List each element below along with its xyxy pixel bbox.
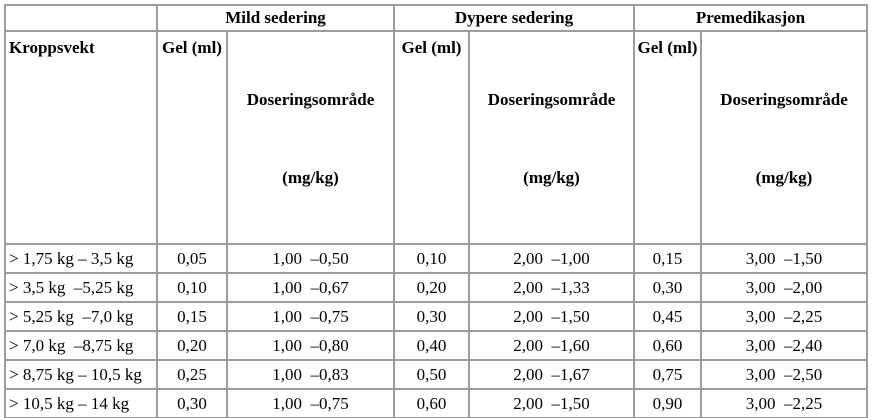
value-cell: 0,20 — [393, 272, 470, 303]
value-cell: 0,45 — [633, 301, 702, 332]
value-cell: 0,15 — [633, 243, 702, 274]
dose-header-line2: (mg/kg) — [755, 168, 813, 187]
table-row: > 1,75 kg – 3,5 kg 0,05 1,00 –0,50 0,10 2,00… — [4, 243, 868, 274]
value-cell: 0,05 — [156, 243, 228, 274]
value-cell: 3,00 –2,00 — [700, 272, 868, 303]
value-cell: 0,30 — [393, 301, 470, 332]
value-cell: 1,00 –0,67 — [226, 272, 395, 303]
table-row: > 7,0 kg –8,75 kg 0,20 1,00 –0,80 0,40 2,00 … — [4, 330, 868, 361]
value-cell: 0,90 — [633, 388, 702, 418]
weight-range-cell: > 3,5 kg –5,25 kg — [4, 272, 158, 303]
group-header-mild-sedering: Mild sedering — [156, 4, 395, 32]
value-cell: 0,15 — [156, 301, 228, 332]
value-cell: 1,00 –0,75 — [226, 388, 395, 418]
dose-header-line2: (mg/kg) — [282, 168, 339, 187]
value-cell: 3,00 –1,50 — [700, 243, 868, 274]
weight-range-cell: > 7,0 kg –8,75 kg — [4, 330, 158, 361]
col-header-gel-mild: Gel (ml) — [156, 30, 228, 245]
value-cell: 1,00 –0,80 — [226, 330, 395, 361]
value-cell: 0,25 — [156, 359, 228, 390]
value-cell: 0,30 — [156, 388, 228, 418]
value-cell: 0,20 — [156, 330, 228, 361]
col-header-gel-premed: Gel (ml) — [633, 30, 702, 245]
value-cell: 0,10 — [156, 272, 228, 303]
value-cell: 3,00 –2,50 — [700, 359, 868, 390]
value-cell: 1,00 –0,50 — [226, 243, 395, 274]
col-header-kroppsvekt: Kroppsvekt — [4, 30, 158, 245]
value-cell: 2,00 –1,33 — [468, 272, 635, 303]
value-cell: 2,00 –1,60 — [468, 330, 635, 361]
dose-header-line1: Doseringsområde — [487, 90, 616, 109]
weight-range-cell: > 8,75 kg – 10,5 kg — [4, 359, 158, 390]
value-cell: 0,50 — [393, 359, 470, 390]
weight-range-cell: > 1,75 kg – 3,5 kg — [4, 243, 158, 274]
value-cell: 3,00 –2,40 — [700, 330, 868, 361]
value-cell: 3,00 –2,25 — [700, 301, 868, 332]
dose-header-line1: Doseringsområde — [720, 90, 848, 109]
col-header-gel-dypere: Gel (ml) — [393, 30, 470, 245]
value-cell: 2,00 –1,67 — [468, 359, 635, 390]
dose-header-line2: (mg/kg) — [523, 168, 580, 187]
value-cell: 2,00 –1,00 — [468, 243, 635, 274]
corner-cell — [4, 4, 158, 32]
value-cell: 0,60 — [393, 388, 470, 418]
col-header-dose-premed: Doseringsområde (mg/kg) — [700, 30, 868, 245]
col-header-dose-mild: Doseringsområde (mg/kg) — [226, 30, 395, 245]
value-cell: 0,10 — [393, 243, 470, 274]
value-cell: 3,00 –2,25 — [700, 388, 868, 418]
weight-range-cell: > 5,25 kg –7,0 kg — [4, 301, 158, 332]
table-body: > 1,75 kg – 3,5 kg 0,05 1,00 –0,50 0,10 2,00… — [4, 243, 868, 418]
value-cell: 0,75 — [633, 359, 702, 390]
group-header-row: Mild sedering Dypere sedering Premedikas… — [4, 4, 868, 32]
value-cell: 0,40 — [393, 330, 470, 361]
dosing-table: Mild sedering Dypere sedering Premedikas… — [4, 4, 868, 418]
table-row: > 10,5 kg – 14 kg 0,30 1,00 –0,75 0,60 2,00 … — [4, 388, 868, 418]
table-row: > 3,5 kg –5,25 kg 0,10 1,00 –0,67 0,20 2,00 … — [4, 272, 868, 303]
col-header-dose-dypere: Doseringsområde (mg/kg) — [468, 30, 635, 245]
column-header-row: Kroppsvekt Gel (ml) Doseringsområde (mg/… — [4, 30, 868, 245]
value-cell: 2,00 –1,50 — [468, 301, 635, 332]
dose-header-line1: Doseringsområde — [246, 90, 375, 109]
value-cell: 1,00 –0,75 — [226, 301, 395, 332]
value-cell: 1,00 –0,83 — [226, 359, 395, 390]
table-row: > 5,25 kg –7,0 kg 0,15 1,00 –0,75 0,30 2,00 … — [4, 301, 868, 332]
value-cell: 0,30 — [633, 272, 702, 303]
value-cell: 2,00 –1,50 — [468, 388, 635, 418]
group-header-premedikasjon: Premedikasjon — [633, 4, 868, 32]
group-header-dypere-sedering: Dypere sedering — [393, 4, 635, 32]
value-cell: 0,60 — [633, 330, 702, 361]
weight-range-cell: > 10,5 kg – 14 kg — [4, 388, 158, 418]
table-row: > 8,75 kg – 10,5 kg 0,25 1,00 –0,83 0,50 2,0… — [4, 359, 868, 390]
